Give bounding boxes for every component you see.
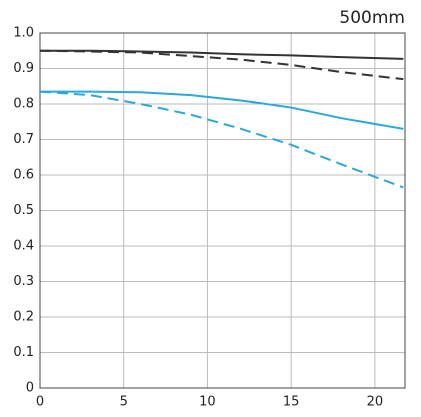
- line-series: [39, 90, 404, 189]
- y-tick-label: 0.5: [13, 203, 34, 218]
- y-tick-label: 0.7: [13, 132, 34, 147]
- line-series: [40, 90, 404, 130]
- y-tick-label: 0.8: [13, 97, 34, 112]
- y-tick-label: 0.1: [13, 345, 34, 360]
- line-series: [39, 49, 404, 81]
- y-tick-label: 0.4: [13, 239, 34, 254]
- x-tick-label: 0: [36, 395, 44, 410]
- x-tick-label: 10: [199, 395, 216, 410]
- y-tick-label: 0: [26, 381, 34, 396]
- y-tick-label: 0.2: [13, 310, 34, 325]
- y-tick-label: 0.9: [13, 61, 34, 76]
- x-tick-label: 20: [367, 395, 384, 410]
- x-tick-label: 5: [120, 395, 128, 410]
- y-tick-label: 1.0: [13, 26, 34, 41]
- y-tick-label: 0.6: [13, 168, 34, 183]
- chart-title: 500mm: [339, 8, 405, 28]
- y-tick-label: 0.3: [13, 274, 34, 289]
- plot-frame: [39, 32, 406, 389]
- x-tick-label: 15: [283, 395, 300, 410]
